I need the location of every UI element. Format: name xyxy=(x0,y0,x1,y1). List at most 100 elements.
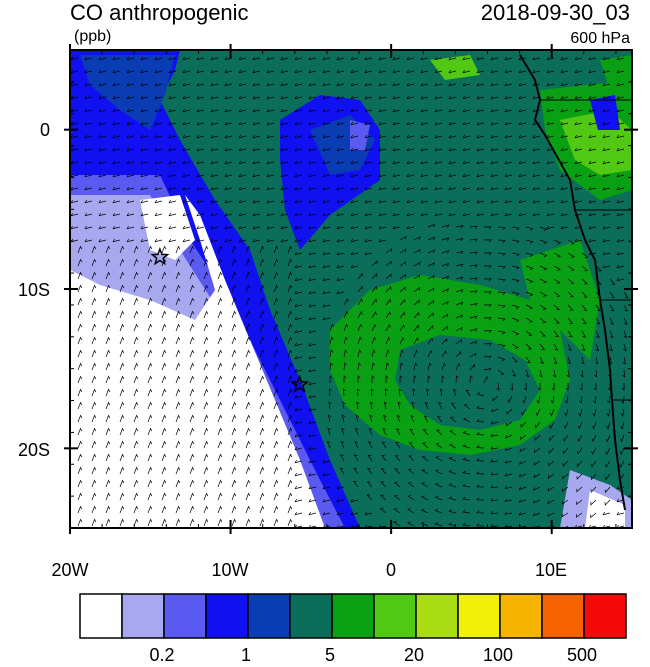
wind-barb xyxy=(590,460,597,468)
wind-barb xyxy=(189,349,195,358)
wind-barb xyxy=(532,121,541,126)
wind-barb xyxy=(462,147,471,152)
wind-barb xyxy=(511,356,519,363)
wind-barb xyxy=(518,512,527,516)
wind-barb xyxy=(84,56,93,61)
wind-barb xyxy=(504,212,513,217)
wind-barb xyxy=(273,336,279,345)
wind-barb xyxy=(175,492,181,501)
wind-barb xyxy=(336,277,345,282)
wind-barb xyxy=(462,496,471,501)
wind-barb xyxy=(217,349,223,358)
wind-barb xyxy=(105,349,111,358)
wind-barb xyxy=(577,421,583,430)
wind-barb xyxy=(616,225,625,230)
wind-barb xyxy=(397,401,401,410)
wind-barb xyxy=(91,323,97,332)
wind-barb xyxy=(476,134,485,139)
wind-barb xyxy=(70,160,79,165)
wind-barb xyxy=(350,56,359,61)
wind-barb xyxy=(577,434,583,443)
wind-barb xyxy=(546,212,555,217)
wind-barb xyxy=(168,69,177,74)
wind-barb xyxy=(469,225,478,229)
wind-barb xyxy=(294,121,303,126)
wind-barb xyxy=(490,497,499,502)
wind-barb xyxy=(203,258,209,267)
wind-barb xyxy=(231,271,237,280)
wind-barb xyxy=(259,492,265,501)
wind-barb xyxy=(168,108,177,113)
wind-barb xyxy=(252,82,261,87)
wind-barb xyxy=(534,447,541,454)
wind-barb xyxy=(294,316,303,321)
wind-barb xyxy=(407,508,415,514)
wind-barb xyxy=(605,460,611,468)
wind-barb xyxy=(112,225,121,230)
wind-barb xyxy=(336,160,345,165)
wind-barb xyxy=(273,388,279,397)
wind-barb xyxy=(588,251,597,256)
wind-barb xyxy=(427,223,436,228)
wind-barb xyxy=(168,173,177,178)
wind-barb xyxy=(189,388,195,397)
wind-barb xyxy=(420,56,429,61)
wind-barb xyxy=(245,518,251,527)
wind-barb xyxy=(308,212,317,217)
lon-tick-20w: 20W xyxy=(51,560,89,580)
wind-barb xyxy=(98,121,107,126)
wind-barb xyxy=(591,434,597,443)
wind-barb xyxy=(595,265,603,272)
wind-barb xyxy=(140,134,149,139)
wind-barb xyxy=(308,394,317,399)
wind-barb xyxy=(436,416,443,423)
field-green-top xyxy=(600,55,632,85)
wind-barb xyxy=(533,473,541,479)
wind-barb xyxy=(343,349,348,358)
wind-barb xyxy=(511,291,520,296)
wind-barb xyxy=(427,262,435,267)
wind-barb xyxy=(231,401,237,410)
wind-barb xyxy=(350,69,359,74)
wind-barb xyxy=(476,432,485,436)
wind-barb xyxy=(392,147,401,152)
wind-barb xyxy=(133,297,139,306)
wind-barb xyxy=(322,459,331,464)
wind-barb xyxy=(476,471,485,475)
wind-barb xyxy=(532,512,541,517)
wind-barb xyxy=(448,121,457,126)
wind-barb xyxy=(273,258,279,267)
wind-barb xyxy=(448,160,457,165)
wind-barb xyxy=(547,486,555,492)
wind-barb xyxy=(336,238,345,243)
wind-barb xyxy=(217,453,223,462)
wind-barb xyxy=(294,498,303,503)
wind-barb xyxy=(574,225,583,230)
wind-barb xyxy=(602,186,611,191)
wind-barb xyxy=(616,251,625,256)
wind-barb xyxy=(238,82,247,87)
wind-barb xyxy=(532,212,541,217)
wind-barb xyxy=(175,505,181,514)
wind-barb xyxy=(394,455,401,462)
wind-barb xyxy=(469,277,478,281)
wind-barb xyxy=(371,298,378,306)
wind-barb xyxy=(119,492,125,501)
wind-barb xyxy=(591,421,597,430)
wind-barb xyxy=(620,421,625,430)
wind-barb xyxy=(575,512,583,518)
wind-barb xyxy=(217,466,223,475)
wind-barb xyxy=(574,147,583,152)
wind-barb xyxy=(147,401,153,410)
wind-barb xyxy=(280,108,289,113)
wind-barb xyxy=(105,284,111,293)
wind-barb xyxy=(525,226,534,231)
wind-barb xyxy=(336,186,345,191)
wind-barb xyxy=(399,375,403,384)
wind-barb xyxy=(266,160,275,165)
wind-barb xyxy=(217,505,223,514)
wind-barb xyxy=(547,512,555,517)
colorbar-swatch xyxy=(373,593,417,639)
wind-barb xyxy=(398,388,402,397)
wind-barb xyxy=(371,272,378,280)
